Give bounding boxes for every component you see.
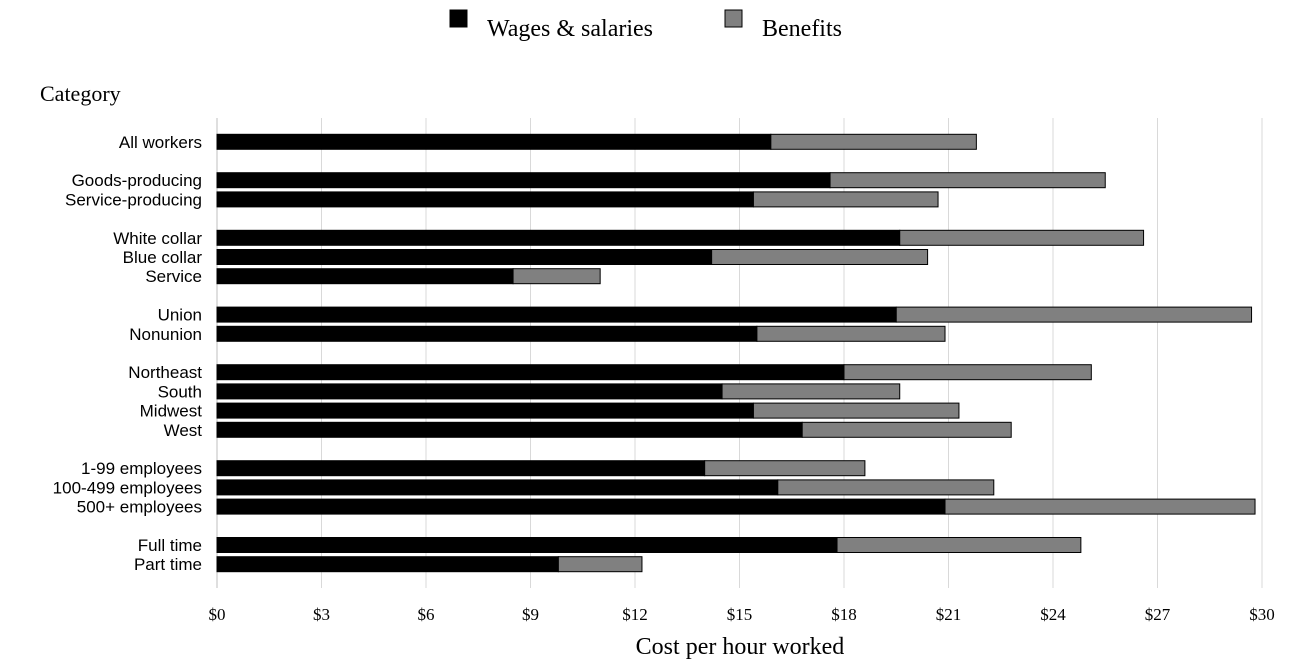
category-label-south: South xyxy=(158,382,202,401)
category-label-west: West xyxy=(164,421,203,440)
x-tick-label: $6 xyxy=(418,605,435,624)
x-tick-label: $3 xyxy=(313,605,330,624)
x-tick-label: $0 xyxy=(209,605,226,624)
x-tick-label: $30 xyxy=(1249,605,1275,624)
x-tick-label: $24 xyxy=(1040,605,1066,624)
x-tick-label: $21 xyxy=(936,605,962,624)
bar-union-benefits xyxy=(895,306,1253,323)
bar-1-99-employees-wages-salaries xyxy=(216,460,706,477)
bar-union-wages-salaries xyxy=(216,306,897,323)
x-axis-label: Cost per hour worked xyxy=(636,634,845,660)
bar-blue-collar-benefits xyxy=(711,249,929,265)
bar-100-499-employees-benefits xyxy=(777,479,995,496)
bar-full-time-wages-salaries xyxy=(216,537,838,553)
x-tick-label: $9 xyxy=(522,605,539,624)
bar-100-499-employees-wages-salaries xyxy=(216,479,779,496)
bar-all-workers-benefits xyxy=(770,133,977,150)
bar-service-benefits xyxy=(512,268,601,285)
bar-1-99-employees-benefits xyxy=(704,460,866,477)
bar-northeast-benefits xyxy=(843,364,1092,381)
legend-swatch-wages-salaries xyxy=(449,9,468,28)
x-tick-label: $15 xyxy=(727,605,753,624)
bar-goods-producing-benefits xyxy=(829,172,1106,189)
bar-service-producing-benefits xyxy=(752,191,939,208)
bar-midwest-benefits xyxy=(752,402,960,419)
bar-west-benefits xyxy=(801,421,1012,438)
legend-label-benefits: Benefits xyxy=(762,16,842,42)
category-label-midwest: Midwest xyxy=(140,402,203,421)
category-label-service: Service xyxy=(145,267,202,286)
x-tick-label: $12 xyxy=(622,605,648,624)
bar-nonunion-wages-salaries xyxy=(216,325,758,342)
category-label-100-499-employees: 100-499 employees xyxy=(53,478,202,497)
category-label-white-collar: White collar xyxy=(113,229,202,248)
bars xyxy=(216,133,1256,573)
category-label-part-time: Part time xyxy=(134,555,202,574)
bar-white-collar-benefits xyxy=(899,229,1145,246)
bar-south-benefits xyxy=(721,383,901,400)
bar-south-wages-salaries xyxy=(216,383,723,400)
category-labels: All workers Goods-producingService-produc… xyxy=(53,133,203,574)
bar-blue-collar-wages-salaries xyxy=(216,249,713,265)
bar-500-employees-benefits xyxy=(944,498,1256,515)
bar-nonunion-benefits xyxy=(756,325,946,342)
x-tick-label: $27 xyxy=(1145,605,1171,624)
category-axis-label: Category xyxy=(40,81,121,106)
category-label-1-99-employees: 1-99 employees xyxy=(81,459,202,478)
category-label-blue-collar: Blue collar xyxy=(123,248,203,267)
category-label-northeast: Northeast xyxy=(128,363,202,382)
category-label-goods-producing: Goods-producing xyxy=(72,171,202,190)
x-tick-labels: $0 $3 $6 $9 $12 $15 $18 $21 $24 $27 $30 xyxy=(209,605,1275,624)
gridlines xyxy=(216,118,1263,588)
bar-west-wages-salaries xyxy=(216,421,803,438)
bar-part-time-wages-salaries xyxy=(216,556,559,573)
legend-label-wages-salaries: Wages & salaries xyxy=(487,16,653,42)
bar-service-wages-salaries xyxy=(216,268,514,285)
category-label-nonunion: Nonunion xyxy=(129,325,202,344)
bar-all-workers-wages-salaries xyxy=(216,133,772,150)
legend-swatch-benefits xyxy=(724,9,743,28)
bar-part-time-benefits xyxy=(557,556,643,573)
bar-white-collar-wages-salaries xyxy=(216,229,901,246)
bar-midwest-wages-salaries xyxy=(216,402,754,419)
bar-northeast-wages-salaries xyxy=(216,364,845,381)
bar-service-producing-wages-salaries xyxy=(216,191,754,208)
category-label-service-producing: Service-producing xyxy=(65,190,202,209)
category-label-full-time: Full time xyxy=(138,536,202,555)
category-label-all-workers: All workers xyxy=(119,133,202,152)
bar-500-employees-wages-salaries xyxy=(216,498,946,515)
bar-goods-producing-wages-salaries xyxy=(216,172,831,189)
legend: Wages & salaries Benefits xyxy=(449,9,842,42)
category-label-union: Union xyxy=(158,306,202,325)
x-tick-label: $18 xyxy=(831,605,857,624)
bar-full-time-benefits xyxy=(836,537,1082,553)
category-label-500-employees: 500+ employees xyxy=(77,498,202,517)
